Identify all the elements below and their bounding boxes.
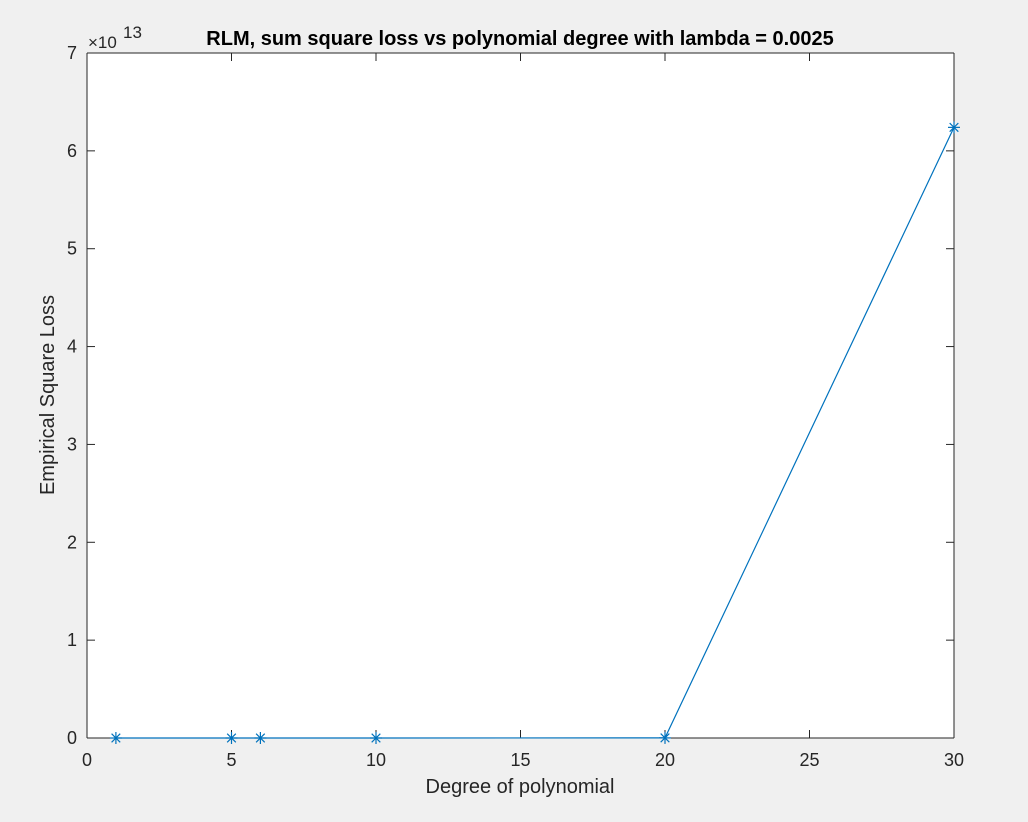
data-point-marker — [109, 732, 122, 744]
marker-stroke — [226, 733, 237, 743]
x-tick-label: 0 — [82, 750, 92, 770]
x-tick-label: 5 — [226, 750, 236, 770]
series-line — [115, 127, 955, 739]
y-tick-label: 1 — [67, 630, 77, 650]
x-axis-label: Degree of polynomial — [426, 776, 615, 798]
ticks: 0 5 10 15 20 25 30 0 1 2 3 4 5 6 7 — [67, 43, 964, 770]
x-tick-label: 25 — [799, 750, 819, 770]
y-axis-multiplier-exponent: 13 — [123, 23, 142, 42]
data-point-marker — [225, 732, 238, 744]
marker-stroke — [255, 733, 266, 743]
y-axis-label: Empirical Square Loss — [37, 295, 59, 495]
marker-stroke — [371, 733, 381, 743]
marker-stroke — [949, 122, 959, 133]
data-point-marker — [659, 731, 671, 744]
marker-stroke — [111, 733, 121, 743]
y-tick-label: 7 — [67, 43, 77, 63]
y-tick-label: 3 — [67, 434, 77, 454]
x-tick-label: 15 — [510, 750, 530, 770]
y-tick-label: 2 — [67, 532, 77, 552]
data-point-marker — [254, 732, 267, 744]
data-point-marker — [370, 732, 382, 744]
y-axis-multiplier-base: ×10 — [88, 33, 117, 52]
marker-stroke — [660, 733, 670, 743]
data-series — [109, 121, 960, 744]
chart-title: RLM, sum square loss vs polynomial degre… — [206, 28, 833, 50]
plot-area — [87, 53, 954, 738]
x-tick-label: 20 — [655, 750, 675, 770]
x-tick-label: 10 — [366, 750, 386, 770]
data-point-marker — [948, 121, 960, 134]
y-tick-label: 5 — [67, 239, 77, 259]
y-tick-label: 6 — [67, 141, 77, 161]
y-tick-label: 0 — [67, 728, 77, 748]
y-tick-label: 4 — [67, 337, 77, 357]
x-tick-label: 30 — [944, 750, 964, 770]
